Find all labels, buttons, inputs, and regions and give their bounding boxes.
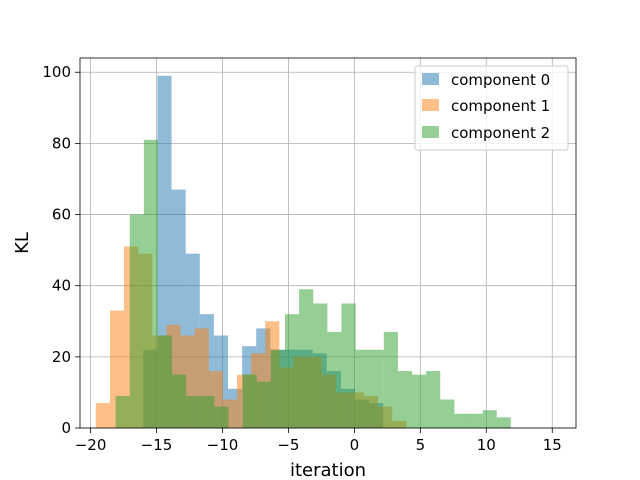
x-tick-label: 10: [477, 436, 496, 454]
histogram-bar: [200, 395, 215, 428]
histogram-bar: [496, 417, 511, 428]
histogram-bar: [299, 289, 314, 428]
histogram-bar: [454, 413, 469, 428]
histogram-bar: [369, 349, 384, 428]
y-tick-label: 40: [52, 277, 71, 295]
x-tick-label: −15: [141, 436, 173, 454]
y-tick-label: 20: [52, 348, 71, 366]
histogram-bar: [242, 374, 257, 428]
axis-ticks: −20 −15 −10 −5 0 5 10 15 0 20 40 60 80 100: [42, 63, 561, 454]
legend-label-component-2: component 2: [451, 124, 550, 142]
histogram-bar: [172, 374, 187, 428]
x-tick-label: 15: [543, 436, 562, 454]
histogram-bar: [426, 371, 441, 428]
x-tick-label: −10: [207, 436, 239, 454]
histogram-bar: [341, 303, 356, 428]
histogram-bar: [143, 139, 158, 429]
histogram-bar: [157, 335, 173, 428]
histogram-bar: [482, 410, 497, 428]
histogram-bar: [214, 406, 229, 428]
legend-box: [414, 65, 569, 151]
x-tick-label: −5: [277, 436, 299, 454]
legend-swatch-component-0: [422, 73, 439, 85]
y-tick-label: 80: [52, 134, 71, 152]
histogram-bar: [284, 314, 300, 428]
histogram-bar: [412, 374, 427, 428]
histogram-bar: [440, 399, 455, 428]
histogram-bar: [270, 349, 285, 428]
plot-frame: [79, 57, 577, 429]
histogram-bars: [95, 75, 511, 429]
histogram-bar: [397, 371, 413, 428]
legend-label-component-0: component 0: [451, 71, 550, 89]
y-tick-label: 0: [61, 419, 71, 437]
histogram-bar: [115, 395, 130, 428]
histogram-bar: [313, 303, 328, 428]
histogram-bar: [355, 349, 370, 428]
y-tick-label: 100: [42, 63, 71, 81]
histogram-bar: [468, 413, 483, 428]
x-tick-label: 5: [416, 436, 426, 454]
x-tick-label: 0: [350, 436, 360, 454]
series-2-bars: [115, 139, 511, 429]
histogram-bar: [327, 331, 342, 428]
y-tick-label: 60: [52, 206, 71, 224]
legend-swatch-component-1: [422, 99, 439, 111]
x-tick-label: −20: [75, 436, 107, 454]
histogram-bar: [256, 381, 271, 428]
histogram-bar: [186, 395, 201, 428]
x-axis-title: iteration: [290, 460, 366, 480]
histogram-bar: [95, 403, 110, 428]
y-axis-title: KL: [12, 232, 33, 254]
legend-label-component-1: component 1: [451, 97, 550, 115]
histogram-bar: [383, 331, 398, 428]
histogram-bar: [129, 214, 144, 428]
legend: component 0 component 1 component 2: [414, 65, 569, 151]
legend-swatch-component-2: [422, 126, 439, 138]
